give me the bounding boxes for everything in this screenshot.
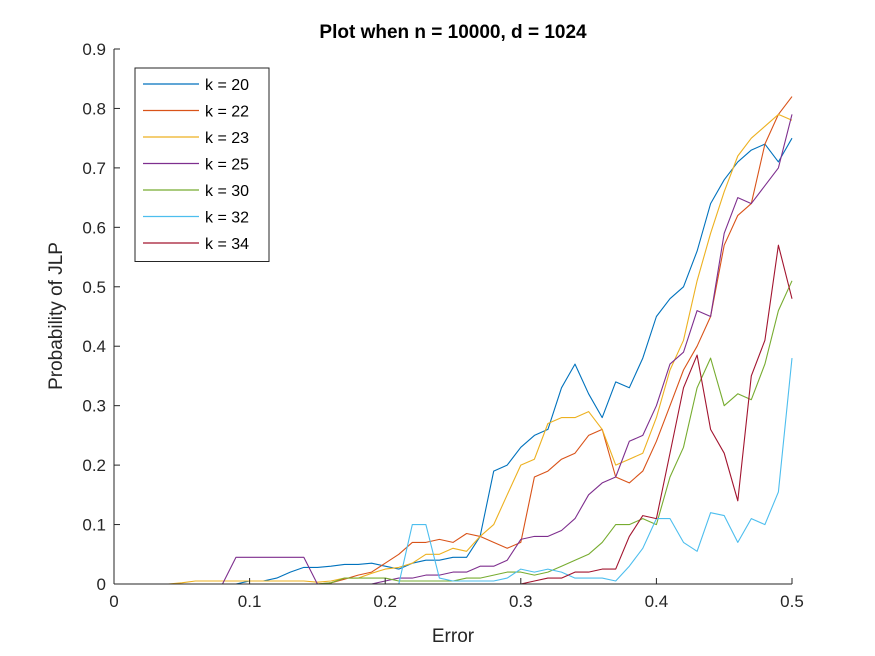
x-tick-label: 0.2 — [373, 592, 397, 611]
y-tick-label: 0.1 — [82, 516, 106, 535]
legend-label: k = 32 — [205, 210, 249, 227]
legend: k = 20 k = 22 k = 23 k = 25 k = 30 k = 32 k = … — [134, 67, 270, 262]
x-axis-label: Error — [432, 626, 475, 647]
y-axis-label: Probability of JLP — [46, 242, 67, 390]
x-tick-label: 0.5 — [780, 592, 804, 611]
x-tick-label: 0 — [109, 592, 118, 611]
chart-title: Plot when n = 10000, d = 1024 — [319, 22, 587, 43]
series-line-3 — [127, 113, 793, 585]
y-tick-label: 0.3 — [82, 397, 106, 416]
legend-label: k = 34 — [205, 236, 249, 253]
legend-label: k = 30 — [205, 183, 249, 200]
y-tick-label: 0.7 — [82, 159, 106, 178]
y-tick-label: 0 — [97, 575, 106, 594]
legend-box — [134, 67, 270, 262]
y-tick-label: 0.6 — [82, 218, 106, 237]
y-tick-label: 0.4 — [82, 337, 106, 356]
y-tick-label: 0.5 — [82, 278, 106, 297]
y-tick-label: 0.2 — [82, 456, 106, 475]
legend-label: k = 25 — [205, 157, 249, 174]
y-tick-label: 0.8 — [82, 99, 106, 118]
x-tick-label: 0.4 — [645, 592, 669, 611]
legend-label: k = 23 — [205, 130, 249, 147]
series-line-4 — [127, 114, 793, 585]
x-tick-label: 0.1 — [238, 592, 262, 611]
x-tick-label: 0.3 — [509, 592, 533, 611]
y-tick-label: 0.9 — [82, 40, 106, 59]
legend-label: k = 22 — [205, 104, 249, 121]
axes-layer: 0 0.1 0.2 0.3 0.4 0.5 0 0.1 0.2 0.3 0.4 0.5 0.6 0.7 0.… — [82, 40, 803, 611]
legend-label: k = 20 — [205, 77, 249, 94]
